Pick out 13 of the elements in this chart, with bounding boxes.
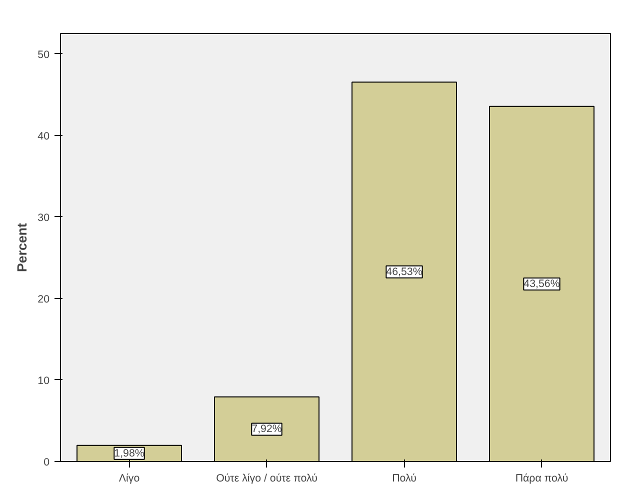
- x-tick-label: Πολύ: [392, 472, 417, 484]
- x-tick-label: Πάρα πολύ: [515, 472, 568, 484]
- y-tick-label: 40: [38, 130, 50, 142]
- y-tick-label: 30: [38, 212, 50, 224]
- y-tick-label: 0: [44, 456, 50, 468]
- y-tick-label: 10: [38, 374, 50, 387]
- y-tick-label: 20: [38, 293, 50, 306]
- x-tick-label: Λίγο: [118, 472, 140, 484]
- data-label: 1,98%: [114, 447, 145, 460]
- y-axis-title: Percent: [14, 222, 30, 272]
- x-tick-label: Ούτε λίγο / ούτε πολύ: [216, 472, 318, 484]
- y-tick-label: 50: [38, 48, 50, 61]
- data-label: 7,92%: [252, 423, 282, 436]
